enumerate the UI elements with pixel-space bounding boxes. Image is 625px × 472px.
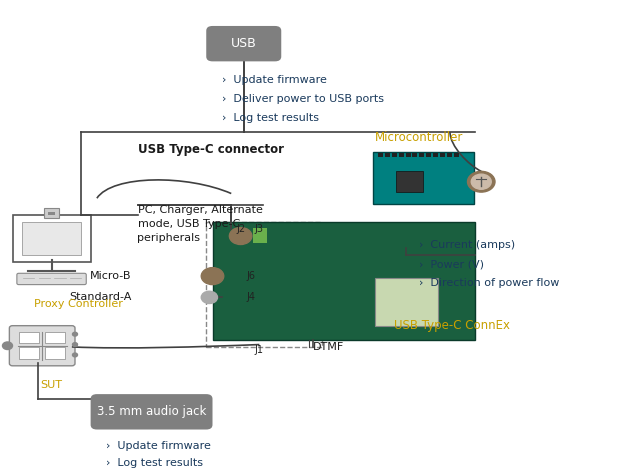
Circle shape xyxy=(201,268,224,285)
Text: ›  Update firmware: › Update firmware xyxy=(222,75,327,85)
Bar xyxy=(378,153,383,157)
Bar xyxy=(399,153,404,157)
Bar xyxy=(392,153,397,157)
Text: DTMF: DTMF xyxy=(312,342,344,352)
Text: SUT: SUT xyxy=(41,379,62,390)
Text: Microcontroller: Microcontroller xyxy=(375,131,463,144)
Text: ›  Update firmware: › Update firmware xyxy=(106,441,211,451)
Circle shape xyxy=(201,291,217,303)
Text: Standard-A: Standard-A xyxy=(69,292,131,303)
Text: USB Type-C connector: USB Type-C connector xyxy=(138,143,284,156)
Text: Proxy Controller: Proxy Controller xyxy=(34,299,123,310)
Bar xyxy=(454,153,459,157)
Text: J2: J2 xyxy=(236,224,245,234)
Bar xyxy=(48,212,56,215)
Bar xyxy=(46,347,66,359)
Circle shape xyxy=(468,171,495,192)
Text: PC, Charger, Alternate
mode, USB Type-C
peripherals: PC, Charger, Alternate mode, USB Type-C … xyxy=(138,205,262,244)
Text: J4: J4 xyxy=(247,292,256,303)
Circle shape xyxy=(471,174,491,189)
FancyBboxPatch shape xyxy=(44,208,59,218)
FancyBboxPatch shape xyxy=(91,394,213,430)
Bar xyxy=(440,153,445,157)
FancyBboxPatch shape xyxy=(213,222,475,340)
Text: ›  Log test results: › Log test results xyxy=(222,113,319,123)
Circle shape xyxy=(2,342,12,349)
Bar xyxy=(206,222,322,347)
Text: USB Type-C ConnEx: USB Type-C ConnEx xyxy=(394,319,510,332)
FancyBboxPatch shape xyxy=(396,171,423,192)
Bar xyxy=(447,153,452,157)
FancyBboxPatch shape xyxy=(373,152,474,204)
Circle shape xyxy=(72,332,78,336)
Text: ›  Log test results: › Log test results xyxy=(106,457,203,468)
Bar xyxy=(419,153,424,157)
Text: 3.5 mm audio jack: 3.5 mm audio jack xyxy=(97,405,206,418)
Bar xyxy=(385,153,390,157)
FancyBboxPatch shape xyxy=(22,222,81,255)
Bar xyxy=(253,228,267,243)
Text: USB: USB xyxy=(231,37,257,50)
Text: ›  Power (V): › Power (V) xyxy=(419,259,484,270)
FancyBboxPatch shape xyxy=(12,215,91,262)
Bar xyxy=(426,153,431,157)
Text: ›  Deliver power to USB ports: › Deliver power to USB ports xyxy=(222,94,384,104)
Bar xyxy=(19,347,39,359)
Bar xyxy=(406,153,411,157)
FancyBboxPatch shape xyxy=(17,273,86,285)
FancyBboxPatch shape xyxy=(206,26,281,61)
Text: J6: J6 xyxy=(247,271,256,281)
Text: ›  Current (amps): › Current (amps) xyxy=(419,240,515,251)
FancyBboxPatch shape xyxy=(9,326,75,366)
Circle shape xyxy=(72,343,78,346)
Text: J3: J3 xyxy=(255,224,264,234)
Text: ›  Direction of power flow: › Direction of power flow xyxy=(419,278,559,288)
Text: J1: J1 xyxy=(255,345,264,354)
Text: Micro-B: Micro-B xyxy=(90,271,131,281)
Bar xyxy=(433,153,438,157)
FancyBboxPatch shape xyxy=(375,278,438,326)
Circle shape xyxy=(72,353,78,357)
Bar xyxy=(46,331,66,344)
Circle shape xyxy=(229,228,252,244)
Bar xyxy=(19,331,39,344)
Bar xyxy=(412,153,418,157)
